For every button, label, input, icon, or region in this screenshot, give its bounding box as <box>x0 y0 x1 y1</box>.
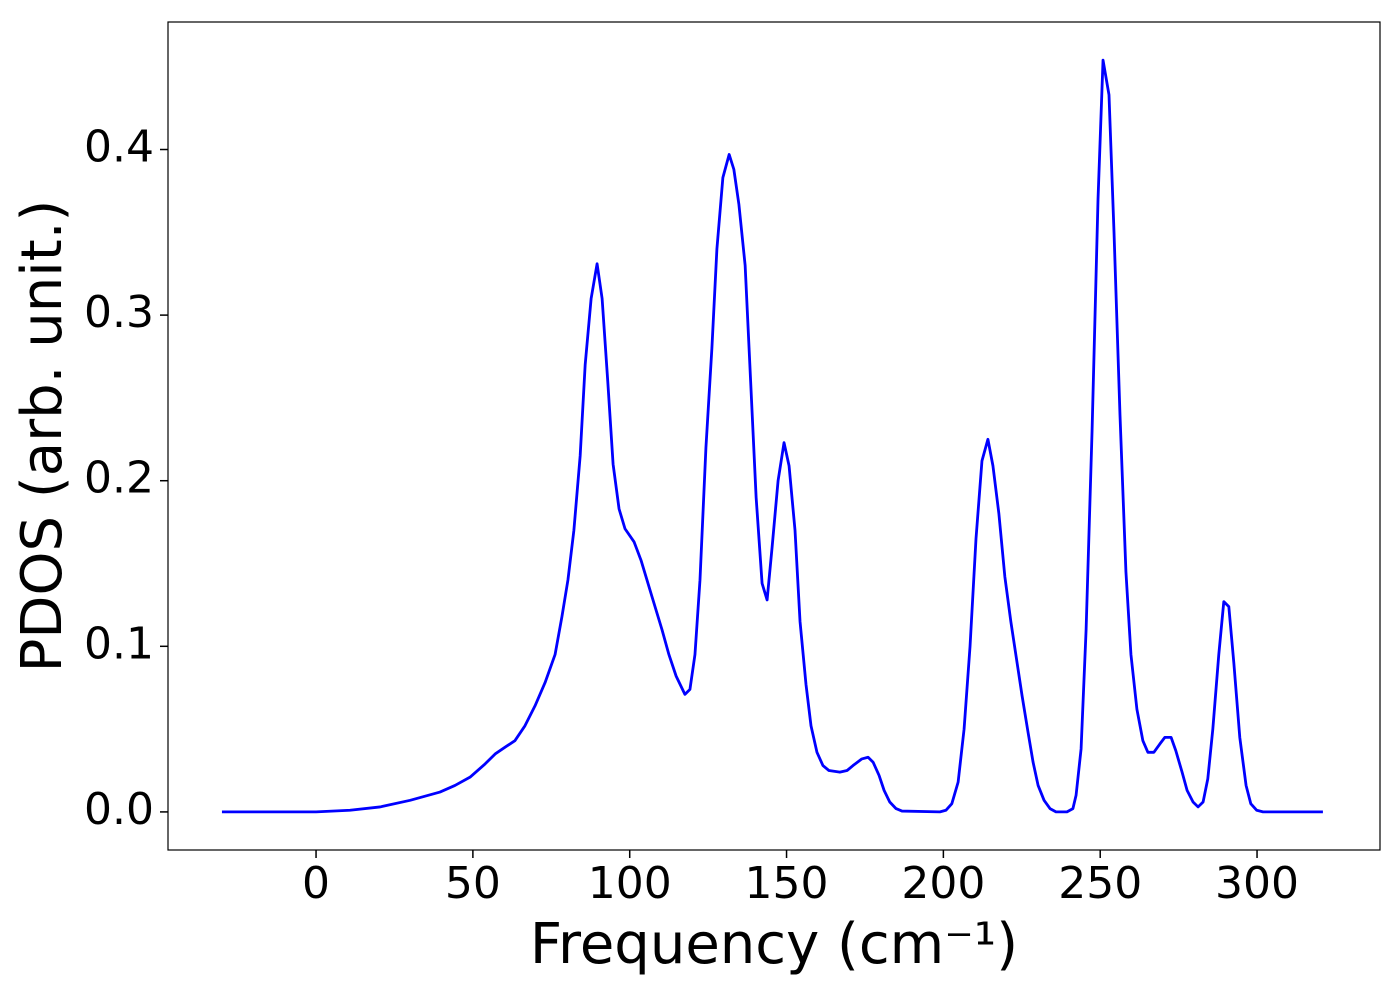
x-tick-label: 200 <box>901 858 985 909</box>
x-tick-label: 100 <box>588 858 672 909</box>
x-tick-label: 300 <box>1215 858 1299 909</box>
y-tick-label: 0.4 <box>84 122 154 173</box>
x-axis-label: Frequency (cm⁻¹) <box>530 912 1018 977</box>
x-tick-label: 0 <box>302 858 330 909</box>
x-tick-label: 250 <box>1058 858 1142 909</box>
y-axis-label: PDOS (arb. unit.) <box>10 200 75 673</box>
y-tick-label: 0.0 <box>84 784 154 835</box>
y-tick-label: 0.1 <box>84 618 154 669</box>
y-tick-label: 0.3 <box>84 287 154 338</box>
y-tick-label: 0.2 <box>84 453 154 504</box>
plot-frame <box>167 21 1381 851</box>
x-tick-label: 50 <box>445 858 501 909</box>
x-tick-label: 150 <box>745 858 829 909</box>
data-line <box>221 58 1323 814</box>
